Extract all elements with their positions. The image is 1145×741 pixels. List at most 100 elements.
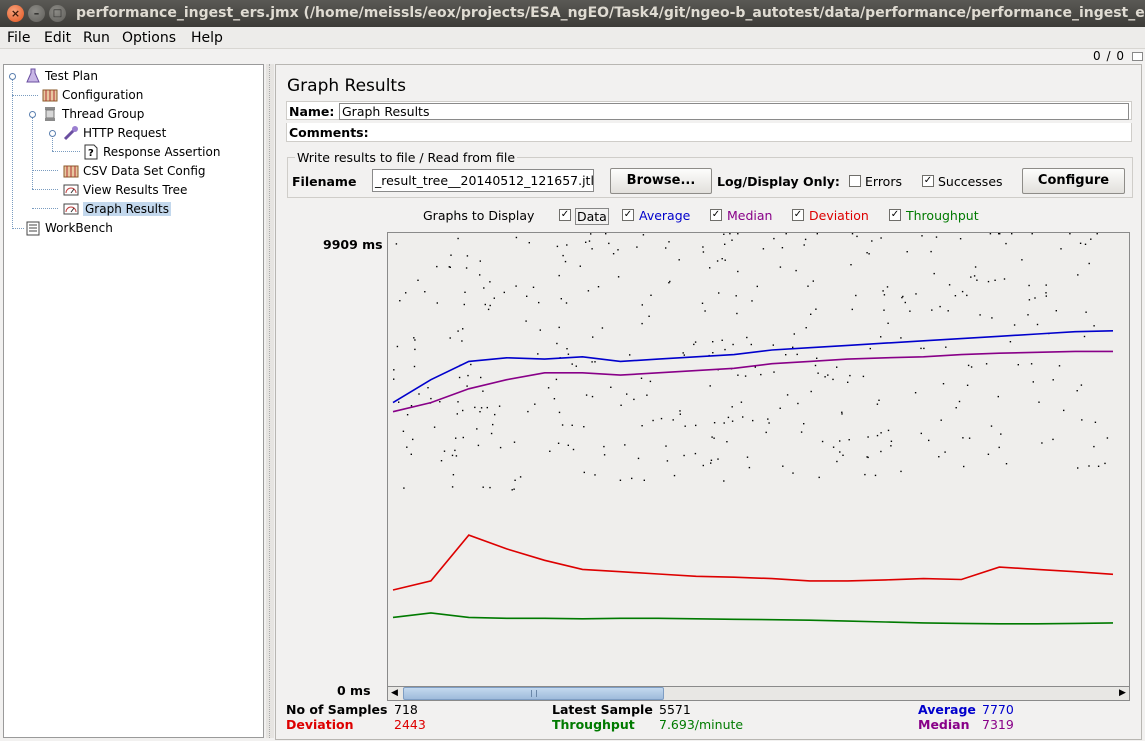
menu-run[interactable]: Run xyxy=(83,30,110,46)
tree-node-http-request[interactable]: HTTP Request xyxy=(63,124,166,142)
data-point xyxy=(525,320,527,322)
maximize-icon[interactable]: □ xyxy=(49,5,66,22)
data-point xyxy=(483,287,485,289)
data-point xyxy=(1028,284,1030,287)
data-point xyxy=(886,286,889,288)
data-label: Data xyxy=(575,208,609,225)
data-point xyxy=(492,423,494,426)
scroll-right-icon[interactable]: ▶ xyxy=(1119,688,1126,698)
data-point xyxy=(800,431,803,433)
data-point xyxy=(642,234,645,236)
data-point xyxy=(641,322,643,325)
data-point xyxy=(987,280,990,283)
data-point xyxy=(746,456,749,458)
data-point xyxy=(1027,314,1029,316)
menu-help[interactable]: Help xyxy=(191,30,223,46)
tree-node-thread-group[interactable]: Thread Group xyxy=(42,105,144,123)
file-section-title: Write results to file / Read from file xyxy=(295,150,518,165)
data-point xyxy=(1104,462,1106,465)
errors-checkbox[interactable] xyxy=(849,175,861,187)
spool-icon xyxy=(42,106,58,122)
svg-text:?: ? xyxy=(88,148,94,159)
data-point xyxy=(961,290,964,293)
window-title: performance_ingest_ers.jmx (/home/meissl… xyxy=(76,5,1145,21)
tree-node-graph-results[interactable]: Graph Results xyxy=(63,200,171,218)
close-icon[interactable]: × xyxy=(7,5,24,22)
menu-file[interactable]: File xyxy=(7,30,31,46)
name-field[interactable] xyxy=(339,103,1129,120)
data-point xyxy=(782,465,784,467)
data-point xyxy=(970,276,972,278)
data-point xyxy=(1097,465,1100,467)
data-point xyxy=(537,353,539,355)
panel-splitter[interactable] xyxy=(266,64,274,738)
data-point xyxy=(1034,297,1036,299)
tree-node-test-plan[interactable]: Test Plan xyxy=(25,67,98,85)
data-point xyxy=(876,403,879,405)
tree-node-view-results-tree[interactable]: View Results Tree xyxy=(63,181,187,199)
deviation-stat-label: Deviation xyxy=(286,717,354,732)
data-point xyxy=(479,274,481,276)
tree-node-workbench[interactable]: WorkBench xyxy=(25,219,113,237)
throughput-label: Throughput xyxy=(906,208,979,223)
data-point xyxy=(1088,465,1090,467)
data-point xyxy=(482,390,484,392)
data-point xyxy=(594,361,596,363)
data-point xyxy=(779,266,782,268)
data-point xyxy=(709,385,711,387)
data-point xyxy=(603,445,605,448)
data-point xyxy=(724,243,726,245)
data-point xyxy=(558,326,560,329)
data-point xyxy=(410,453,412,455)
data-point xyxy=(710,459,713,461)
data-point xyxy=(933,272,935,275)
menu-options[interactable]: Options xyxy=(122,30,177,46)
data-point xyxy=(620,404,622,406)
tree-node-response-assertion[interactable]: ? Response Assertion xyxy=(83,143,220,161)
data-point xyxy=(864,473,866,476)
deviation-checkbox[interactable]: ✓ xyxy=(792,209,804,221)
pipette-icon xyxy=(63,125,79,141)
data-point xyxy=(796,353,798,356)
data-point xyxy=(701,302,704,304)
data-point xyxy=(1079,242,1082,244)
data-point xyxy=(1094,421,1097,423)
throughput-checkbox[interactable]: ✓ xyxy=(889,209,901,221)
tree-node-csv-data-set[interactable]: CSV Data Set Config xyxy=(63,162,206,180)
log-display-label: Log/Display Only: xyxy=(717,174,840,189)
data-point xyxy=(731,406,733,408)
comments-row: Comments: xyxy=(286,123,1132,142)
data-point xyxy=(448,266,450,268)
data-point xyxy=(457,401,459,403)
data-point xyxy=(760,373,762,376)
average-checkbox[interactable]: ✓ xyxy=(622,209,634,221)
results-graph-svg xyxy=(392,233,1114,625)
data-point xyxy=(737,233,739,235)
scroll-left-icon[interactable]: ◀ xyxy=(391,688,398,698)
tree-node-configuration[interactable]: Configuration xyxy=(42,86,143,104)
graph-horizontal-scrollbar[interactable]: ◀ ▶ xyxy=(387,686,1130,701)
data-checkbox[interactable]: ✓ xyxy=(559,209,571,221)
data-point xyxy=(890,445,892,447)
tree-node-label: Graph Results xyxy=(83,202,171,216)
browse-button[interactable]: Browse... xyxy=(610,168,712,194)
configure-button[interactable]: Configure xyxy=(1022,168,1125,194)
data-point xyxy=(991,317,993,319)
menu-edit[interactable]: Edit xyxy=(44,30,72,46)
successes-checkbox[interactable]: ✓ xyxy=(922,175,934,187)
data-point xyxy=(694,341,697,343)
data-point xyxy=(1090,238,1092,240)
data-point xyxy=(938,456,940,458)
data-point xyxy=(514,479,516,481)
data-point xyxy=(433,426,436,428)
data-point xyxy=(883,309,885,311)
data-point xyxy=(856,235,858,238)
filename-field[interactable]: _result_tree__20140512_121657.jtl xyxy=(372,169,594,192)
minimize-icon[interactable]: – xyxy=(28,5,45,22)
data-point xyxy=(513,488,515,490)
scroll-thumb[interactable] xyxy=(403,687,664,700)
data-point xyxy=(556,245,559,248)
meter-icon xyxy=(63,182,79,198)
median-checkbox[interactable]: ✓ xyxy=(710,209,722,221)
data-point xyxy=(709,267,711,269)
